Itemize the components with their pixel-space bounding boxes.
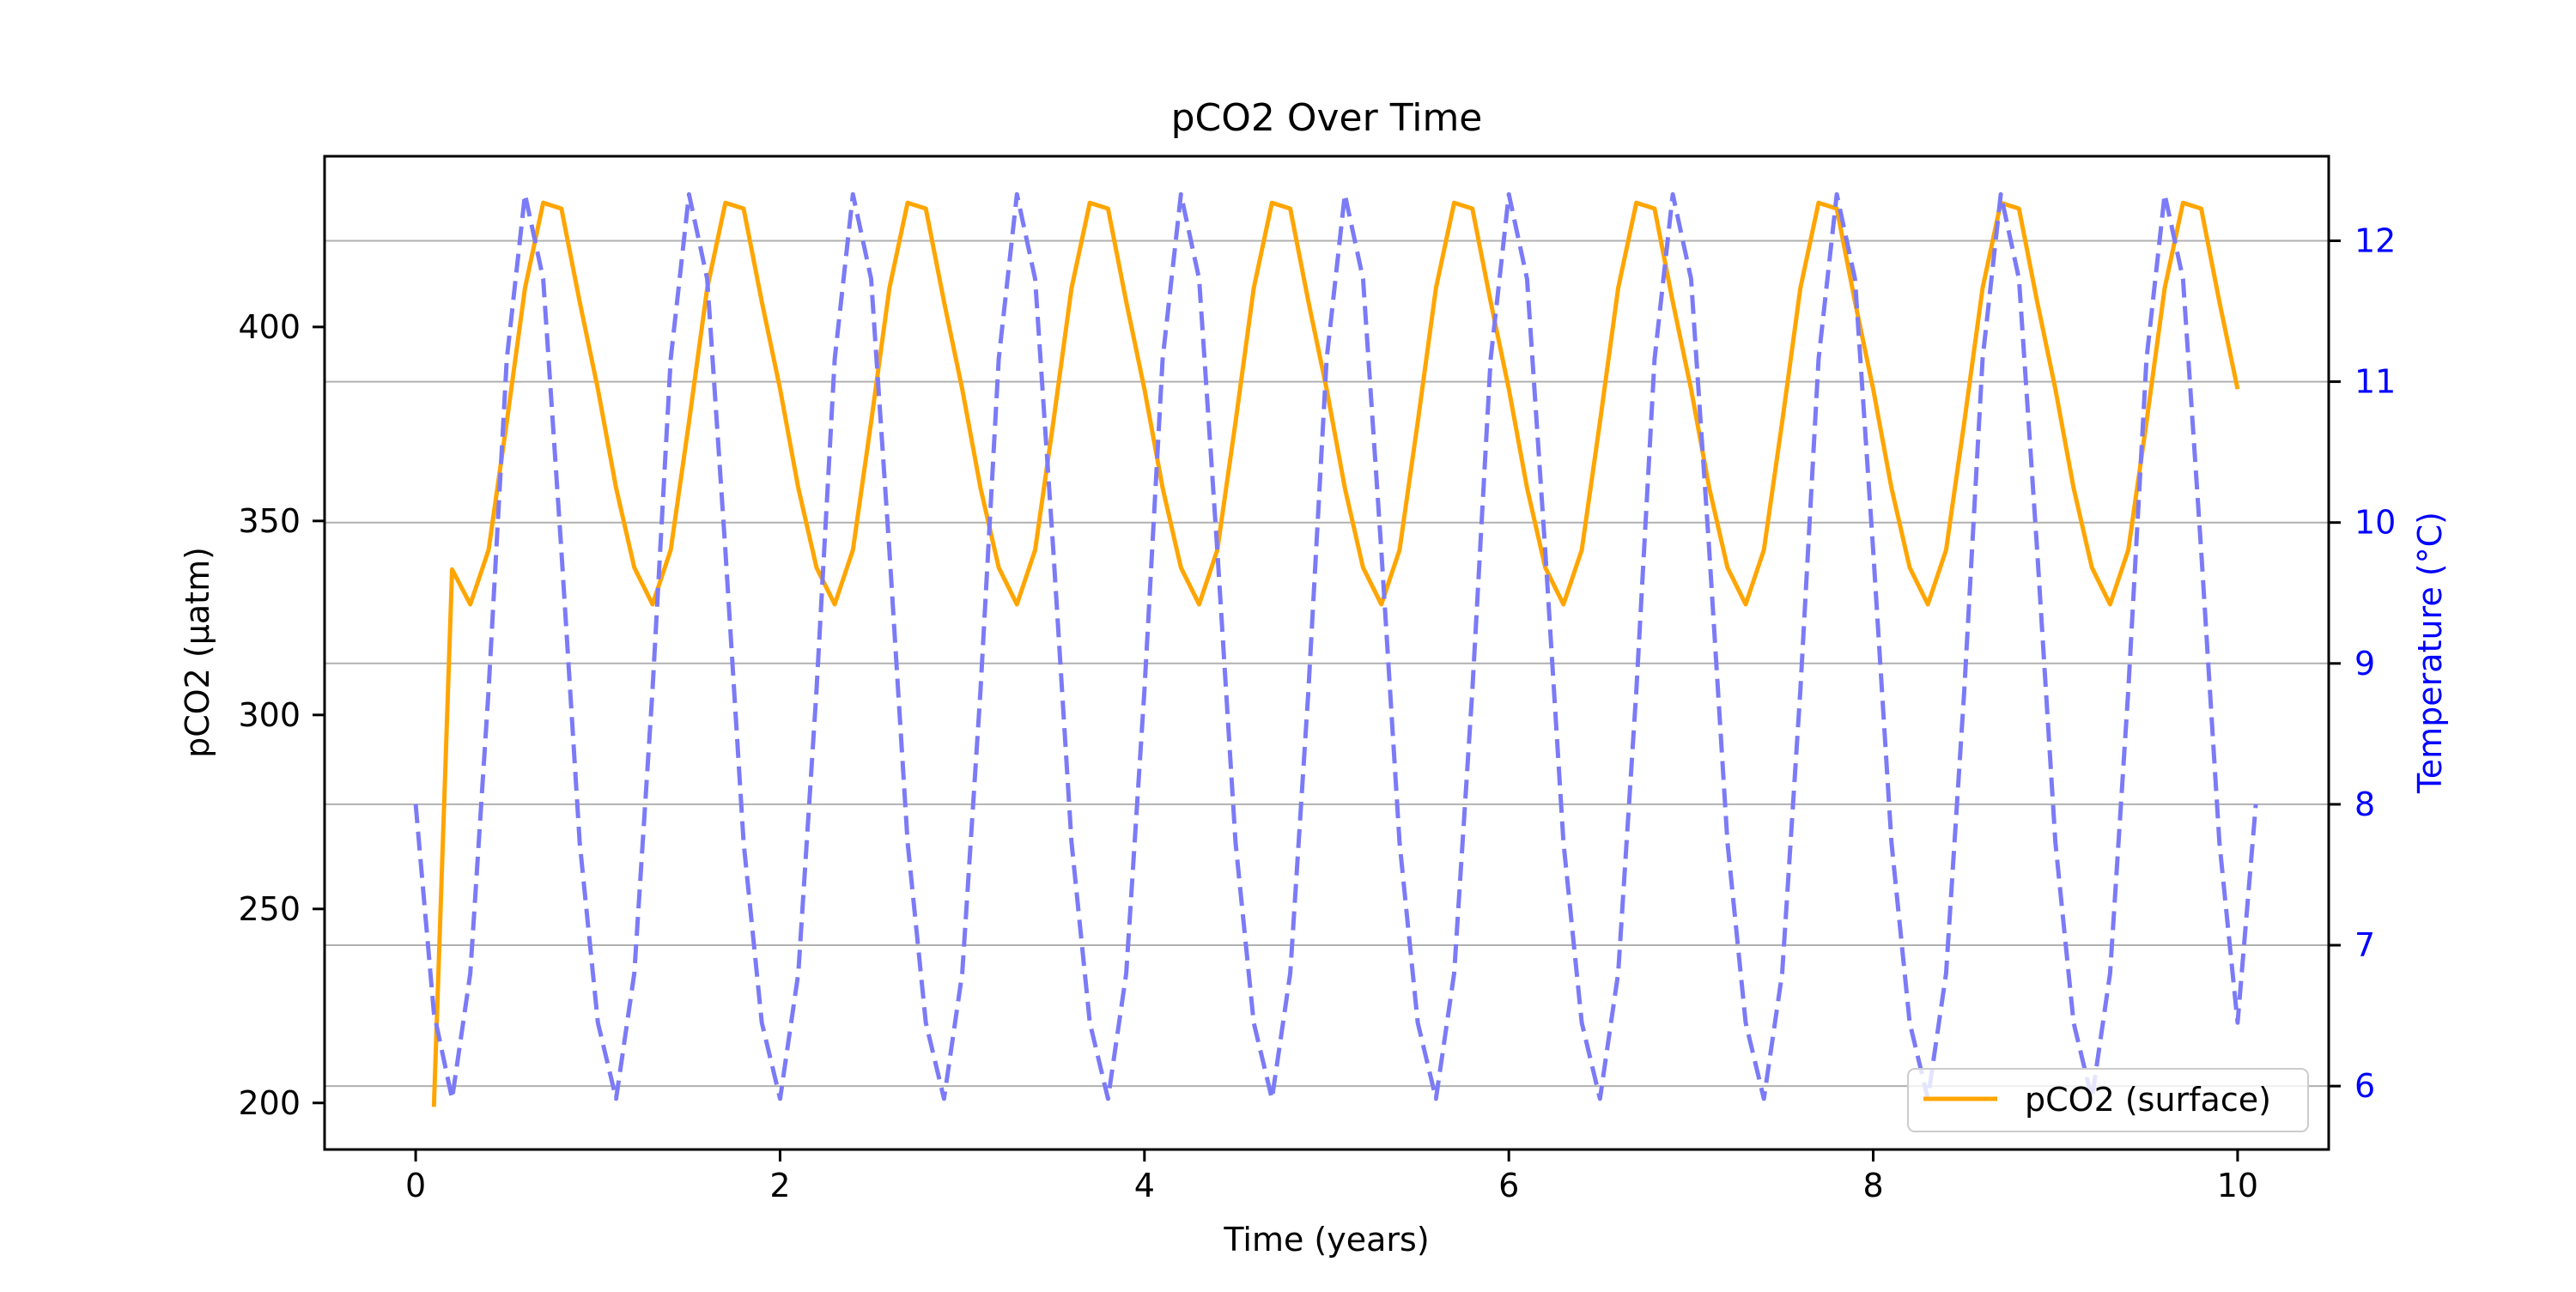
legend-label-pco2: pCO2 (surface) xyxy=(2025,1081,2271,1119)
y2-tick-label: 8 xyxy=(2354,786,2375,823)
y2-tick-label: 10 xyxy=(2354,504,2396,542)
legend: pCO2 (surface) xyxy=(1907,1068,2309,1132)
y-tick-label: 200 xyxy=(238,1084,301,1122)
y2-tick-label: 12 xyxy=(2354,221,2396,259)
y2-tick-label: 9 xyxy=(2354,645,2375,682)
x-tick-label: 4 xyxy=(1134,1167,1155,1204)
x-tick-label: 6 xyxy=(1498,1167,1519,1204)
x-tick-label: 8 xyxy=(1862,1167,1883,1204)
y-tick-label: 250 xyxy=(238,890,301,928)
plot-frame xyxy=(323,155,2330,1151)
series-line-temperature xyxy=(413,191,2258,1101)
y2-tick-label: 11 xyxy=(2354,363,2396,401)
y2-tick-label: 7 xyxy=(2354,926,2375,964)
x-axis: 0 2 4 6 8 10 xyxy=(405,1149,2258,1204)
y-axis-label: pCO2 (µatm) xyxy=(179,547,216,758)
y-tick-label: 350 xyxy=(238,502,301,540)
series-line-pco2 xyxy=(431,200,2240,1107)
plot-series xyxy=(413,191,2258,1107)
y-tick-label: 300 xyxy=(238,696,301,734)
y-axis-right: 6 7 8 9 10 11 12 xyxy=(2329,221,2396,1105)
x-tick-label: 10 xyxy=(2217,1167,2258,1204)
legend-box xyxy=(1907,1068,2309,1132)
x-tick-label: 0 xyxy=(405,1167,426,1204)
x-axis-label: Time (years) xyxy=(1223,1221,1429,1259)
y-axis-left: 200 250 300 350 400 xyxy=(238,308,325,1122)
y2-axis-label: Temperature (°C) xyxy=(2411,512,2449,794)
chart-title: pCO2 Over Time xyxy=(1171,96,1483,140)
y2-tick-label: 6 xyxy=(2354,1067,2375,1105)
x-tick-label: 2 xyxy=(769,1167,790,1204)
y-tick-label: 400 xyxy=(238,308,301,346)
